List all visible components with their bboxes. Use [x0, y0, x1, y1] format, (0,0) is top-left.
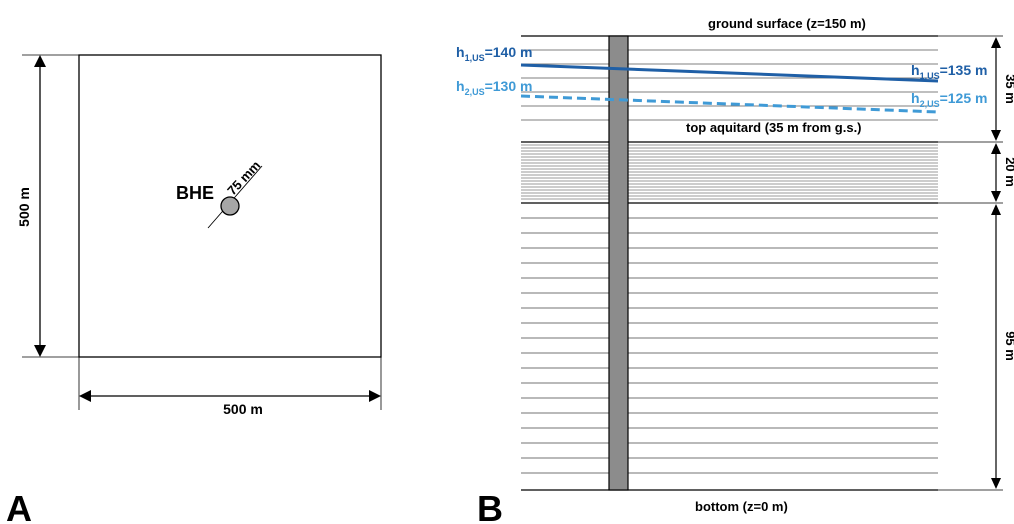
borehole [608, 35, 629, 491]
bhe-label: BHE [176, 183, 214, 203]
right-dimension-arrows [938, 35, 1003, 491]
h1-head-line [520, 63, 939, 83]
top-aquitard-label: top aquitard (35 m from g.s.) [686, 120, 862, 135]
diameter-label: 75 mm [224, 158, 263, 198]
dim-middle-label: 20 m [1003, 157, 1014, 187]
width-label: 500 m [223, 401, 263, 417]
layer-lines [521, 49, 938, 474]
dim-lower-label: 95 m [1003, 331, 1014, 361]
width-dimension-arrow [79, 390, 381, 402]
panel-a-letter: A [6, 488, 32, 524]
diameter-line [207, 165, 263, 229]
h2-head-line [520, 94, 939, 114]
bottom-label: bottom (z=0 m) [695, 499, 788, 514]
height-label: 500 m [16, 187, 32, 227]
h2-right-label: h2,US=125 m [911, 90, 987, 109]
bhe-circle [220, 196, 240, 216]
dim-upper-label: 35 m [1003, 74, 1014, 104]
panel-a: 500 m 500 m BHE 75 mm A [6, 54, 382, 524]
h1-left-label: h1,US=140 m [456, 44, 532, 63]
height-dimension-arrow [34, 55, 46, 357]
h1-right-label: h1,US=135 m [911, 62, 987, 81]
panel-b-letter: B [477, 488, 503, 524]
ground-surface-label: ground surface (z=150 m) [708, 16, 866, 31]
h2-left-label: h2,US=130 m [456, 78, 532, 97]
domain-square [78, 54, 382, 358]
panel-b: h1,US=140 m h1,US=135 m h2,US=130 m h2,U… [456, 16, 1014, 524]
